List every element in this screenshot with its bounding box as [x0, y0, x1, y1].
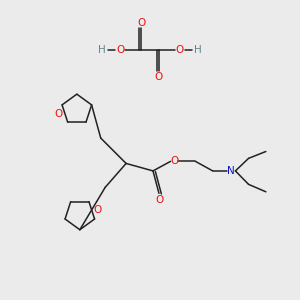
- Text: O: O: [176, 45, 184, 55]
- Text: O: O: [54, 109, 62, 118]
- Text: O: O: [155, 72, 163, 82]
- Text: O: O: [94, 205, 102, 215]
- Text: O: O: [170, 156, 178, 166]
- Text: O: O: [116, 45, 124, 55]
- Text: H: H: [98, 45, 106, 55]
- Text: O: O: [156, 195, 164, 205]
- Text: N: N: [227, 166, 235, 176]
- Text: H: H: [194, 45, 202, 55]
- Text: O: O: [137, 18, 145, 28]
